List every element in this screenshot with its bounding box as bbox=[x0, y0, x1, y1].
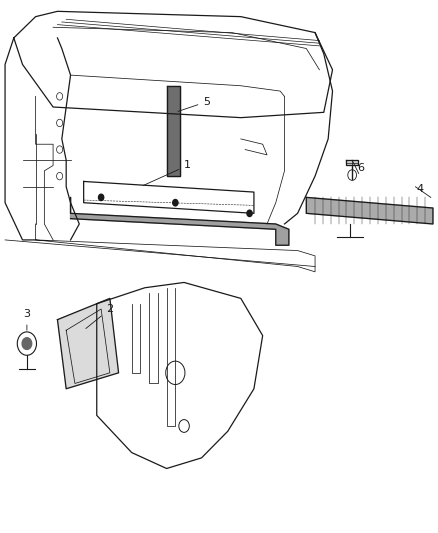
Polygon shape bbox=[57, 298, 119, 389]
Circle shape bbox=[99, 194, 104, 200]
Text: 6: 6 bbox=[357, 163, 364, 173]
Text: 2: 2 bbox=[86, 304, 113, 328]
Text: 3: 3 bbox=[23, 309, 30, 330]
Circle shape bbox=[173, 199, 178, 206]
Polygon shape bbox=[71, 197, 289, 245]
Polygon shape bbox=[346, 160, 358, 165]
Circle shape bbox=[247, 210, 252, 216]
Text: 4: 4 bbox=[416, 184, 424, 195]
Text: 1: 1 bbox=[143, 160, 191, 185]
Polygon shape bbox=[166, 86, 180, 176]
Polygon shape bbox=[306, 197, 433, 224]
Text: 5: 5 bbox=[178, 96, 210, 111]
Circle shape bbox=[22, 338, 32, 350]
